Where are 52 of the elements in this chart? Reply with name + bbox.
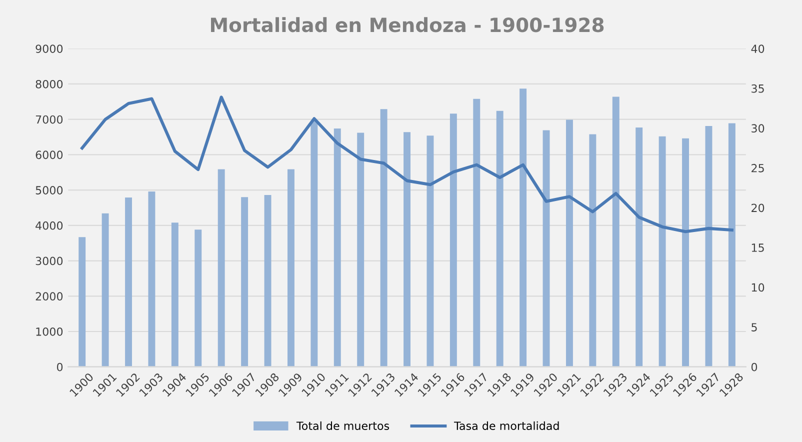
bar [496,110,504,367]
y2-tick-label: 25 [752,164,764,172]
legend-label: Total de muertos [296,421,390,430]
y2-tick-label: 15 [752,244,764,252]
bar [78,237,86,367]
y2-tick-label: 40 [751,44,764,53]
y2-tick-label: 10 [752,283,764,292]
y2-tick-label: 5 [752,323,757,332]
bar [125,197,132,367]
bar [705,126,712,367]
y-tick-label: 5000 [36,186,63,194]
bar [148,191,156,367]
bar [612,96,620,367]
y-tick-label: 0 [56,362,63,372]
bar [380,109,388,367]
y-tick-label: 1000 [36,327,63,336]
y-tick-label: 6000 [36,150,63,160]
bar [310,120,318,367]
bar [566,120,573,367]
bar [194,230,202,367]
y-tick-label: 2000 [36,292,63,301]
bar [450,114,457,367]
y-tick-label: 8000 [36,80,63,88]
bar [264,195,272,367]
y2-tick-label: 30 [752,124,764,133]
bar [542,130,550,367]
y2-tick-label: 20 [752,204,764,212]
line-series [80,96,734,234]
chart-title: Mortalidad en Mendoza - 1900-1928 [211,17,604,32]
y-tick-label: 7000 [36,115,63,124]
y-tick-label: 9000 [36,44,63,53]
y2-tick-label: 0 [751,362,758,372]
bar [241,197,248,367]
bar [426,136,434,367]
bar [102,213,109,367]
bar [171,222,178,367]
y-tick-label: 3000 [36,256,63,266]
y-tick-label: 4000 [36,221,63,230]
bar [658,136,666,367]
bar [334,128,341,367]
bar [520,88,527,367]
bar [218,169,225,367]
legend-label: Tasa de mortalidad [454,421,559,430]
bar [636,127,643,367]
y2-tick-label: 35 [752,84,764,93]
bar [682,138,689,367]
bar [728,123,736,367]
bar [357,132,364,367]
bar [473,98,480,367]
bar [287,169,294,367]
bar [589,134,596,367]
bar [404,132,410,367]
